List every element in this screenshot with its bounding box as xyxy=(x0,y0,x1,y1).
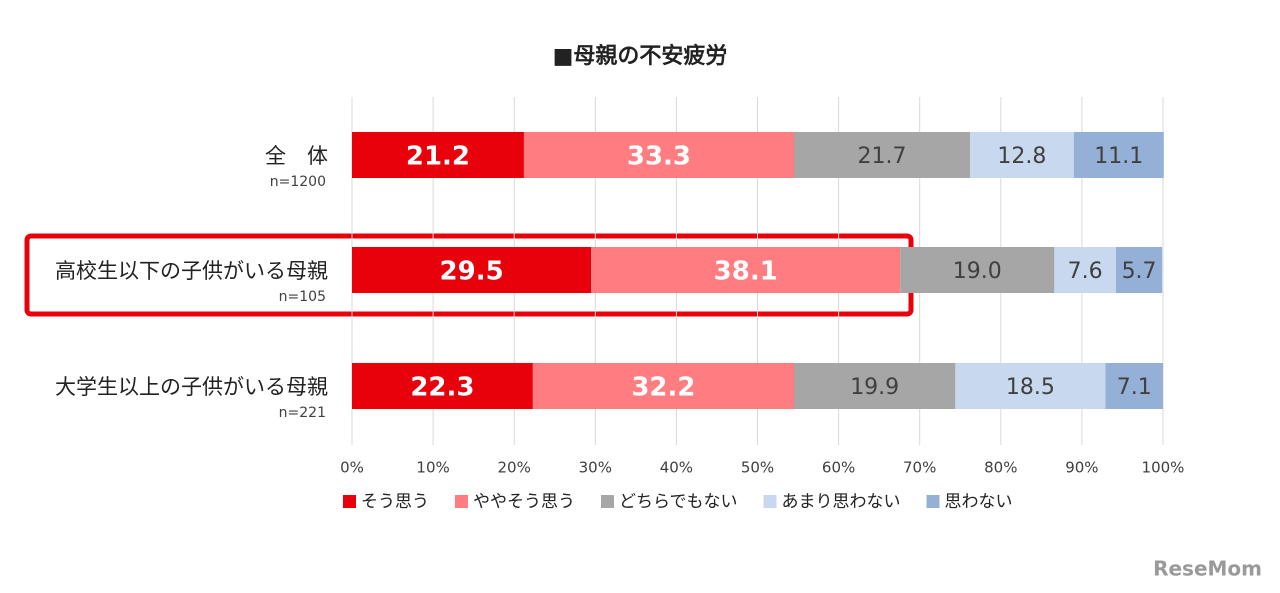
sample-size: n=105 xyxy=(279,289,326,305)
value-label: 7.6 xyxy=(1068,259,1103,284)
bar-segment xyxy=(352,247,592,293)
x-tick-label: 70% xyxy=(903,459,936,477)
value-label: 38.1 xyxy=(714,257,778,287)
bar-segment xyxy=(523,132,794,178)
legend-swatch xyxy=(926,495,940,508)
bar-segment xyxy=(1115,247,1163,293)
value-label: 32.2 xyxy=(631,373,695,403)
watermark: ReseMom xyxy=(1153,557,1262,581)
chart-title: ■母親の不安疲労 xyxy=(553,43,728,69)
bar-segment xyxy=(1073,132,1164,178)
bar-segment xyxy=(793,132,970,178)
value-label: 21.7 xyxy=(857,144,906,169)
bar-segment xyxy=(352,132,524,178)
value-label: 33.3 xyxy=(627,142,691,172)
x-tick-label: 20% xyxy=(498,459,531,477)
x-tick-label: 90% xyxy=(1065,459,1098,477)
legend-label: ややそう思う xyxy=(473,492,575,512)
legend-label: そう思う xyxy=(361,492,429,512)
bar-segment xyxy=(900,247,1055,293)
x-tick-label: 60% xyxy=(822,459,855,477)
bar-segment xyxy=(1105,363,1163,409)
category-label: 全 体 xyxy=(265,144,328,168)
category-label: 高校生以下の子供がいる母親 xyxy=(55,259,328,283)
value-label: 18.5 xyxy=(1006,375,1055,400)
x-tick-label: 80% xyxy=(984,459,1017,477)
bar-segment xyxy=(532,363,794,409)
bar-segment xyxy=(793,363,956,409)
value-label: 7.1 xyxy=(1117,375,1152,400)
legend-swatch xyxy=(601,495,614,508)
legend-swatch xyxy=(343,495,356,508)
bar-segment xyxy=(955,363,1106,409)
legend-label: どちらでもない xyxy=(619,492,738,512)
legend-swatch xyxy=(763,495,777,508)
legend-label: あまり思わない xyxy=(782,492,901,512)
bar-segment xyxy=(969,132,1074,178)
x-tick-label: 30% xyxy=(579,459,612,477)
value-label: 11.1 xyxy=(1094,144,1143,169)
value-label: 19.0 xyxy=(953,259,1002,284)
sample-size: n=1200 xyxy=(270,174,326,190)
bar-segment xyxy=(352,363,533,409)
value-label: 5.7 xyxy=(1122,259,1157,284)
bar-segment xyxy=(1054,247,1116,293)
bar-segment xyxy=(591,247,901,293)
category-label: 大学生以上の子供がいる母親 xyxy=(55,375,328,399)
value-label: 22.3 xyxy=(410,373,474,403)
x-tick-label: 10% xyxy=(416,459,449,477)
sample-size: n=221 xyxy=(279,405,326,421)
legend-label: 思わない xyxy=(945,492,1013,512)
value-label: 12.8 xyxy=(997,144,1046,169)
value-label: 29.5 xyxy=(440,257,504,287)
legend-swatch xyxy=(455,495,468,508)
x-tick-label: 0% xyxy=(340,459,364,477)
value-label: 19.9 xyxy=(850,375,899,400)
x-tick-label: 40% xyxy=(660,459,693,477)
x-tick-label: 100% xyxy=(1142,459,1185,477)
x-tick-label: 50% xyxy=(741,459,774,477)
value-label: 21.2 xyxy=(406,142,470,172)
